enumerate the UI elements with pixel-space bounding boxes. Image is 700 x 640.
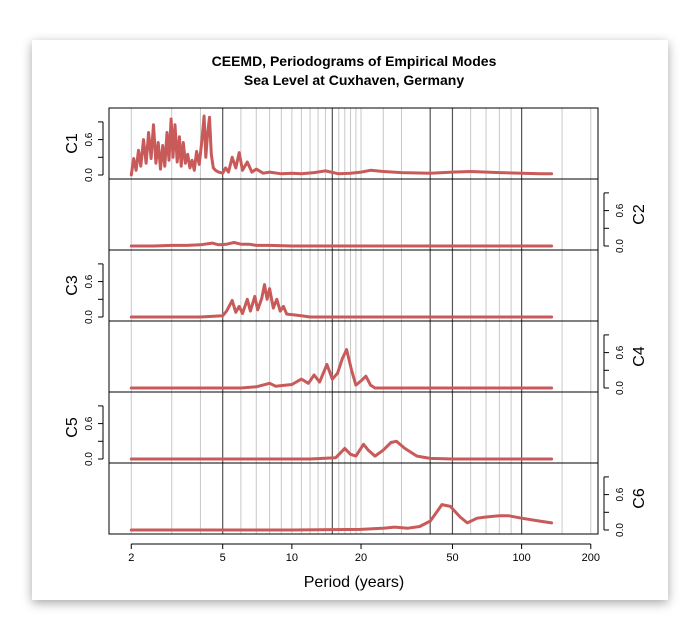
series-line (129, 114, 554, 177)
panel-frame (108, 178, 599, 251)
panel-label: C5 (64, 417, 81, 438)
panel-c3: 0.0 0.6C3 (64, 249, 599, 324)
panel-label: C3 (64, 275, 81, 296)
panel-label: C1 (64, 133, 81, 154)
panel-label: C6 (631, 488, 648, 509)
panel-c4: 0.0 0.6 C4 (108, 320, 648, 395)
series-line (129, 503, 554, 532)
x-tick-label: 200 (582, 552, 600, 564)
x-tick-label: 50 (446, 552, 458, 564)
x-axis-label: Period (years) (304, 574, 404, 591)
panel-c6: 0.0 0.6 C6 (108, 462, 648, 537)
series-line (129, 283, 554, 319)
panel-frame (108, 249, 599, 322)
series-line (129, 348, 554, 390)
y-tick-label: 0.0 (84, 310, 95, 324)
y-tick-label: 0.6 (615, 345, 626, 359)
x-tick-label: 2 (128, 552, 134, 564)
y-tick-label: 0.6 (84, 416, 95, 430)
chart-card: CEEMD, Periodograms of Empirical Modes S… (32, 40, 668, 600)
x-tick-label: 10 (286, 552, 298, 564)
panel-frame (108, 462, 599, 535)
panel-label: C2 (631, 204, 648, 225)
panel-frame (108, 391, 599, 464)
y-tick-label: 0.6 (84, 132, 95, 146)
panel-label: C4 (631, 346, 648, 367)
y-tick-label: 0.0 (84, 452, 95, 466)
panel-c5: 0.0 0.6C5 (64, 391, 599, 466)
series-line (129, 241, 554, 248)
chart-title: CEEMD, Periodograms of Empirical Modes (212, 53, 497, 69)
x-tick-label: 5 (220, 552, 226, 564)
periodogram-chart: CEEMD, Periodograms of Empirical Modes S… (64, 53, 648, 591)
y-tick-label: 0.6 (615, 203, 626, 217)
y-tick-label: 0.0 (615, 523, 626, 537)
y-tick-label: 0.6 (615, 487, 626, 501)
chart-subtitle: Sea Level at Cuxhaven, Germany (244, 72, 464, 88)
y-tick-label: 0.0 (84, 168, 95, 182)
panel-c1: 0.0 0.6C1 (64, 107, 599, 182)
y-tick-label: 0.6 (84, 274, 95, 288)
y-tick-label: 0.0 (615, 239, 626, 253)
x-tick-label: 20 (355, 552, 367, 564)
series-line (129, 439, 554, 461)
x-tick-label: 100 (512, 552, 530, 564)
panel-c2: 0.0 0.6 C2 (108, 178, 648, 253)
y-tick-label: 0.0 (615, 381, 626, 395)
x-axis: 2 5 10 20 50 100 200 (128, 543, 600, 564)
